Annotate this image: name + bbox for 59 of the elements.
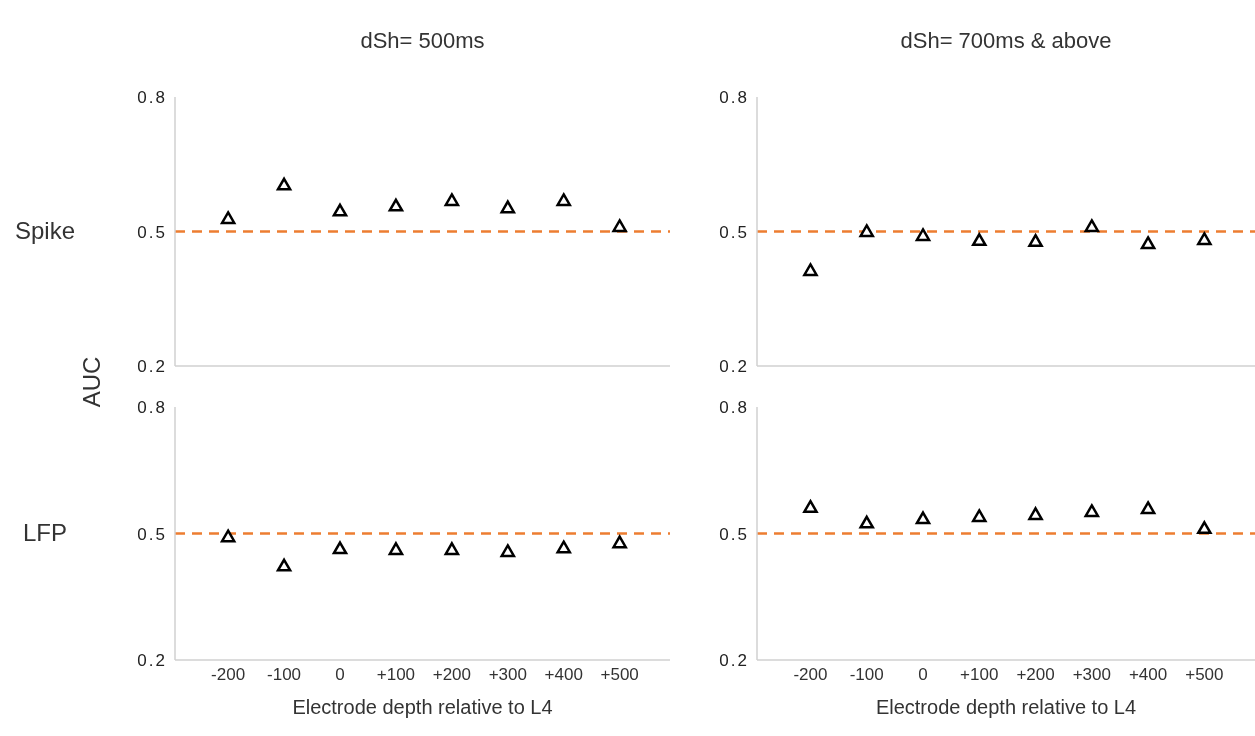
- point: [332, 203, 348, 217]
- chart-title: dSh= 700ms & above: [899, 28, 1113, 54]
- point: [1197, 232, 1212, 246]
- x-tick-label: -100: [849, 665, 884, 685]
- point: [220, 529, 236, 543]
- y-tick-label: 0.8: [137, 398, 167, 418]
- x-tick-label: +300: [488, 665, 527, 685]
- point: [276, 177, 292, 191]
- y-tick-label: 0.5: [719, 222, 749, 242]
- x-tick-label: +500: [1185, 665, 1224, 685]
- chart-title: dSh= 500ms: [359, 28, 486, 54]
- x-tick-label: +200: [1016, 665, 1055, 685]
- point: [1028, 233, 1043, 248]
- point: [915, 228, 931, 242]
- x-tick-label: +400: [544, 665, 583, 685]
- point: [444, 193, 460, 207]
- x-axis-title: Electrode depth relative to L4: [874, 696, 1138, 719]
- text: Spike: [13, 216, 76, 245]
- x-tick-label: -200: [793, 665, 828, 685]
- point: [556, 193, 572, 207]
- x-tick-label: 0: [918, 665, 928, 685]
- x-tick-label: -200: [211, 665, 246, 685]
- y-tick-label: 0.8: [719, 398, 749, 418]
- point: [388, 542, 404, 556]
- point: [276, 558, 292, 572]
- y-tick-label: 0.5: [137, 222, 167, 242]
- point: [803, 263, 818, 277]
- point: [500, 544, 516, 558]
- point: [1084, 219, 1100, 233]
- x-tick-label: +500: [600, 665, 639, 685]
- x-tick-label: -100: [267, 665, 302, 685]
- x-tick-label: +300: [1072, 665, 1111, 685]
- point: [220, 211, 236, 225]
- x-tick-label: +200: [432, 665, 472, 685]
- point: [556, 540, 572, 554]
- x-tick-label: +100: [960, 665, 999, 685]
- x-tick-label: +100: [376, 665, 416, 685]
- y-tick-label: 0.2: [137, 651, 167, 671]
- x-tick-label: +400: [1128, 665, 1168, 685]
- y-tick-label: 0.5: [719, 524, 749, 544]
- point: [859, 224, 875, 238]
- point: [388, 198, 404, 212]
- point: [444, 542, 460, 556]
- x-tick-label: 0: [335, 665, 345, 685]
- y-tick-label: 0.8: [137, 88, 167, 108]
- y-tick-label: 0.2: [719, 651, 749, 671]
- y-tick-label: 0.2: [137, 357, 167, 377]
- point: [971, 233, 987, 247]
- point: [612, 219, 627, 233]
- y-tick-label: 0.8: [719, 88, 749, 108]
- point: [612, 535, 627, 549]
- x-axis-title: Electrode depth relative to L4: [291, 696, 554, 719]
- text: LFP: [22, 518, 68, 547]
- point: [500, 200, 516, 214]
- y-axis-title: AUC: [78, 355, 106, 410]
- point: [332, 541, 348, 555]
- y-tick-label: 0.5: [137, 524, 167, 544]
- point: [1140, 236, 1156, 250]
- y-tick-label: 0.2: [719, 357, 749, 377]
